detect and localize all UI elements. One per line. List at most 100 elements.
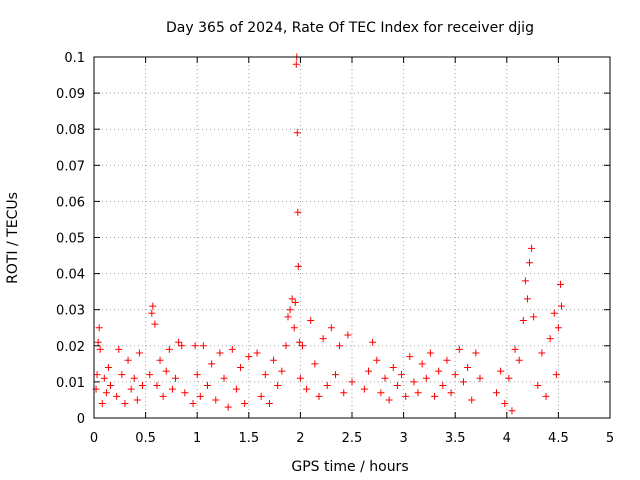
data-point	[212, 396, 220, 404]
data-point	[162, 367, 170, 375]
data-point	[492, 389, 500, 397]
data-points	[92, 53, 565, 415]
x-tick-label: 0	[90, 431, 98, 446]
data-point	[124, 356, 132, 364]
data-point	[98, 400, 106, 408]
data-point	[393, 382, 401, 390]
data-point	[127, 385, 135, 393]
data-point	[296, 374, 304, 382]
data-point	[526, 259, 534, 267]
data-point	[102, 389, 110, 397]
x-tick-label: 2.5	[342, 431, 363, 446]
data-point	[241, 400, 249, 408]
data-point	[292, 60, 300, 68]
x-tick-label: 3.5	[445, 431, 466, 446]
data-point	[331, 371, 339, 379]
y-tick-label: 0.01	[56, 376, 85, 391]
data-point	[208, 360, 216, 368]
data-point	[307, 317, 315, 325]
data-point	[447, 389, 455, 397]
data-point	[435, 367, 443, 375]
data-point	[288, 295, 296, 303]
data-point	[530, 313, 538, 321]
data-point	[319, 335, 327, 343]
data-point	[455, 345, 463, 353]
data-point	[298, 342, 306, 350]
data-point	[237, 363, 245, 371]
data-point	[95, 324, 103, 332]
tick-labels: 0 0.5 1 1.5 2 2.5 3 3.5 4 4.5 5 0 0.01 0.02 0.03 0.04 0.…	[56, 51, 614, 446]
data-point	[290, 324, 298, 332]
data-point	[265, 400, 273, 408]
data-point	[270, 356, 278, 364]
data-point	[100, 374, 108, 382]
data-point	[348, 378, 356, 386]
data-point	[381, 374, 389, 382]
data-point	[377, 389, 385, 397]
data-point	[178, 342, 186, 350]
data-point	[107, 382, 115, 390]
data-point	[257, 392, 265, 400]
data-point	[149, 302, 157, 310]
data-point	[156, 356, 164, 364]
data-point	[151, 320, 159, 328]
data-point	[168, 385, 176, 393]
data-point	[323, 382, 331, 390]
data-point	[311, 360, 319, 368]
x-axis-title: GPS time / hours	[291, 459, 408, 475]
data-point	[497, 367, 505, 375]
data-point	[406, 353, 414, 361]
data-point	[286, 306, 294, 314]
data-point	[550, 309, 558, 317]
x-tick-label: 4.5	[548, 431, 569, 446]
x-tick-label: 1.5	[238, 431, 259, 446]
data-point	[538, 349, 546, 357]
y-tick-label: 0	[77, 412, 85, 427]
data-point	[278, 367, 286, 375]
x-tick-label: 2	[296, 431, 304, 446]
data-point	[96, 345, 104, 353]
y-axis-title: ROTI / TECUs	[5, 192, 21, 284]
data-point	[443, 356, 451, 364]
y-tick-label: 0.04	[56, 268, 85, 283]
x-tick-label: 1	[193, 431, 201, 446]
data-point	[245, 353, 253, 361]
data-point	[546, 335, 554, 343]
data-point	[181, 389, 189, 397]
data-point	[476, 374, 484, 382]
data-point	[199, 342, 207, 350]
data-point	[426, 349, 434, 357]
data-point	[220, 374, 228, 382]
data-point	[291, 298, 299, 306]
data-point	[373, 356, 381, 364]
data-point	[369, 338, 377, 346]
data-point	[511, 345, 519, 353]
data-point	[389, 363, 397, 371]
data-point	[94, 338, 102, 346]
data-point	[293, 129, 301, 137]
data-point	[505, 374, 513, 382]
data-point	[418, 360, 426, 368]
y-tick-label: 0.05	[56, 232, 85, 247]
y-tick-label: 0.1	[64, 51, 85, 66]
data-point	[282, 342, 290, 350]
data-point	[556, 280, 564, 288]
data-point	[534, 382, 542, 390]
data-point	[360, 385, 368, 393]
data-point	[472, 349, 480, 357]
data-point	[204, 382, 212, 390]
data-point	[224, 403, 232, 411]
data-point	[130, 374, 138, 382]
data-point	[365, 367, 373, 375]
data-point	[439, 382, 447, 390]
data-point	[340, 389, 348, 397]
data-point	[113, 392, 121, 400]
data-point	[402, 392, 410, 400]
data-point	[294, 262, 302, 270]
data-point	[414, 389, 422, 397]
y-tick-label: 0.09	[56, 87, 85, 102]
data-point	[165, 345, 173, 353]
data-point	[153, 382, 161, 390]
data-point	[284, 313, 292, 321]
